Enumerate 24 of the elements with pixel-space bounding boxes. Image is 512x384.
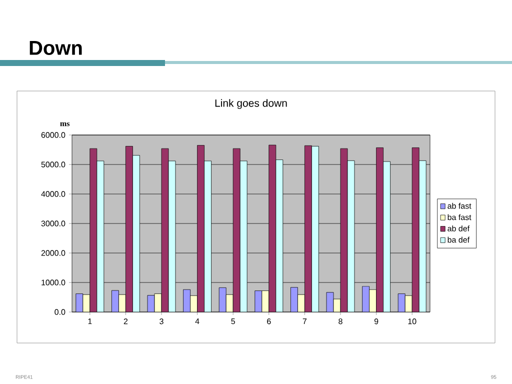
x-tick-label: 10 (408, 318, 416, 324)
x-tick-label: 9 (374, 318, 378, 324)
y-axis-title: ms (60, 122, 70, 126)
x-tick-label: 1 (88, 318, 92, 324)
y-tick-label: 5000.0 (41, 162, 66, 168)
x-tick-label: 8 (338, 318, 342, 324)
x-tick-label: 7 (302, 318, 307, 324)
y-tick-label: 1000.0 (42, 280, 66, 286)
x-tick-label: 3 (160, 318, 164, 324)
y-tick-label: 0.0 (54, 309, 66, 315)
x-tick-label: 4 (195, 318, 200, 324)
chart-subtitle: Link goes down (215, 99, 287, 109)
legend-label: ab def (448, 225, 470, 232)
y-tick-label: 6000.0 (41, 132, 66, 138)
x-tick-label: 5 (231, 318, 235, 324)
y-tick-label: 4000.0 (41, 191, 66, 197)
y-tick-label: 2000.0 (41, 250, 66, 256)
x-tick-label: 2 (124, 318, 128, 324)
y-tick-label: 3000.0 (41, 220, 66, 226)
x-tick-label: 6 (267, 318, 271, 324)
legend-label: ba def (448, 236, 470, 243)
legend-label: ab fast (448, 202, 472, 209)
legend-label: ba fast (448, 214, 472, 220)
chart-title: Down (30, 41, 82, 55)
